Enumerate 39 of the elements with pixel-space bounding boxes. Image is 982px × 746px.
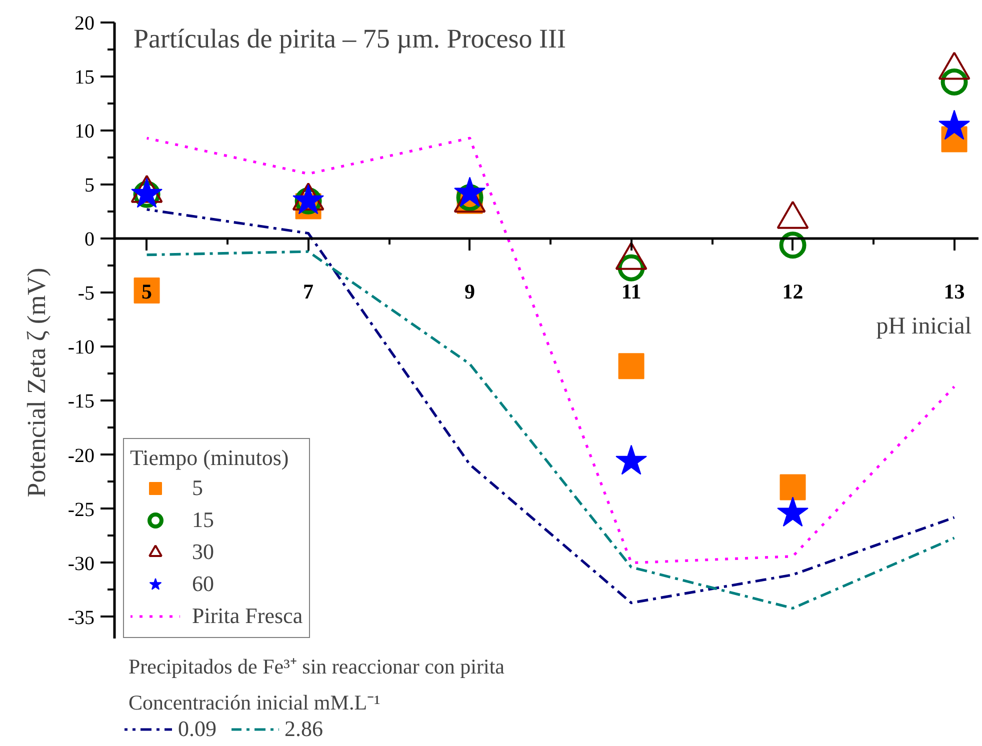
y-tick-label: 5: [84, 174, 94, 197]
x-tick-label: 7: [303, 280, 314, 304]
y-tick-label: -20: [68, 444, 95, 467]
legend-label: Pirita Fresca: [192, 602, 303, 630]
y-tick-label: -25: [68, 498, 95, 521]
text: Concentración inicial mM.L⁻¹: [128, 690, 380, 714]
point: [779, 232, 806, 259]
point: [454, 176, 486, 207]
x-tick-label: 11: [621, 280, 642, 304]
legend-label: 60: [192, 570, 214, 598]
point: [780, 474, 806, 500]
y-tick-label: 15: [74, 66, 94, 89]
y-axis-title: Potencial Zeta ζ (mV): [22, 268, 51, 498]
y-tick-label: 0: [84, 228, 94, 251]
chart-title: Partículas de pirita – 75 µm. Proceso III: [134, 24, 566, 54]
x-tick-label: 5: [142, 280, 152, 304]
point: [618, 353, 644, 380]
y-tick-label: -5: [78, 282, 95, 305]
y-tick-label: 20: [74, 12, 94, 34]
point: [940, 68, 968, 96]
x-tick-label: 9: [464, 280, 476, 304]
point: [616, 444, 647, 475]
legend-label: 2.86: [284, 716, 323, 742]
point: [777, 496, 808, 527]
y-tick-label: -15: [68, 390, 95, 413]
y-tick-label: -30: [68, 552, 95, 575]
y-tick-label: -10: [68, 336, 95, 359]
legend-label: 5: [192, 474, 204, 502]
x-tick-label: 12: [782, 280, 804, 304]
x-axis-title: pH inicial: [876, 314, 972, 340]
y-tick-label: 10: [74, 120, 94, 143]
legend-label: 15: [192, 506, 214, 534]
legend-label: 0.09: [178, 716, 216, 742]
point: [938, 110, 970, 140]
text: Precipitados de Fe³⁺ sin reaccionar con pirita: [128, 654, 506, 678]
legend-title: Tiempo (minutos): [130, 445, 290, 471]
legend-label: 30: [192, 538, 214, 566]
x-tick-label: 13: [944, 280, 965, 304]
y-tick-label: -35: [68, 606, 95, 629]
